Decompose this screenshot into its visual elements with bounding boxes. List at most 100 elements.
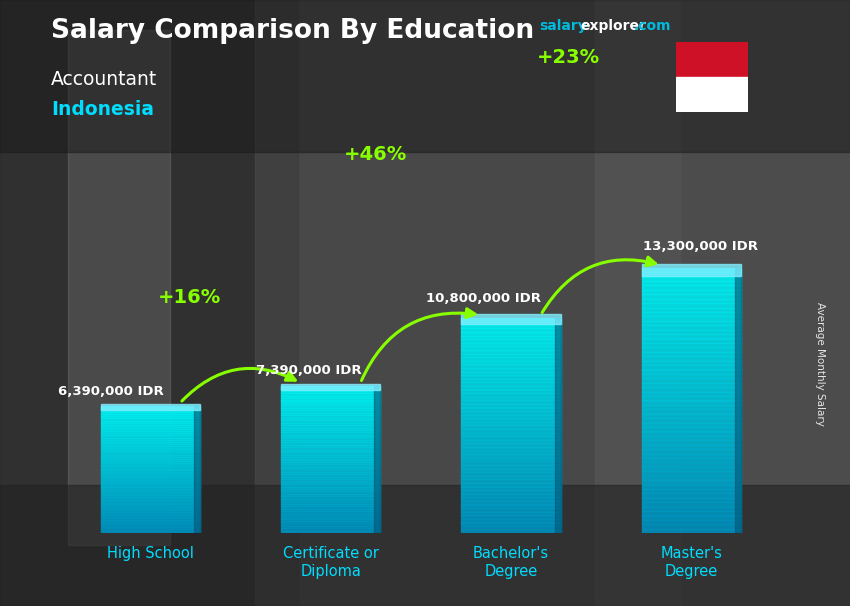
Bar (100, 480, 200, 482)
Bar (100, 457, 200, 459)
Bar (100, 495, 200, 497)
Bar (462, 454, 560, 458)
Bar (642, 511, 741, 516)
Bar (100, 446, 200, 448)
Bar (642, 418, 741, 422)
Bar (735, 268, 741, 533)
Bar (462, 501, 560, 505)
Bar (462, 379, 560, 382)
Bar (281, 477, 380, 479)
Bar (100, 459, 200, 461)
Bar (462, 490, 560, 494)
Bar (281, 388, 380, 391)
Bar (462, 444, 560, 447)
Bar (100, 418, 200, 421)
Bar (100, 476, 200, 478)
Bar (462, 526, 560, 530)
Text: +23%: +23% (537, 48, 600, 67)
Bar (462, 440, 560, 444)
Bar (462, 411, 560, 415)
Bar (100, 531, 200, 533)
Bar (281, 391, 380, 393)
Bar (642, 480, 741, 485)
Bar (100, 518, 200, 521)
Bar (281, 425, 380, 428)
Bar (281, 427, 380, 430)
Bar (642, 516, 741, 520)
Bar (100, 453, 200, 454)
Bar (642, 529, 741, 533)
Bar (462, 451, 560, 454)
Bar (642, 462, 741, 467)
Bar (281, 415, 380, 418)
Bar (281, 524, 380, 526)
Bar (281, 487, 380, 489)
Bar (281, 396, 380, 398)
Bar (100, 454, 200, 457)
Bar (642, 339, 741, 343)
Bar (462, 436, 560, 440)
Bar (642, 387, 741, 391)
Bar (281, 491, 380, 494)
Bar (281, 445, 380, 447)
Bar (642, 493, 741, 498)
Bar (0, 0, 298, 606)
Bar (462, 407, 560, 411)
Bar (642, 374, 741, 378)
Bar (642, 365, 741, 370)
Bar (100, 470, 200, 471)
Bar (281, 398, 380, 401)
Bar (642, 502, 741, 507)
Bar (642, 290, 741, 295)
Bar (462, 390, 560, 393)
Bar (281, 435, 380, 438)
Bar (462, 447, 560, 451)
Text: Indonesia: Indonesia (51, 100, 154, 119)
Bar (281, 516, 380, 519)
Bar (642, 285, 741, 290)
Bar (100, 425, 200, 427)
Bar (676, 78, 748, 112)
Bar (642, 409, 741, 414)
Bar (462, 508, 560, 511)
Bar (462, 332, 560, 336)
Bar (281, 469, 380, 472)
Bar (281, 482, 380, 484)
Bar (462, 498, 560, 501)
Bar (281, 418, 380, 420)
Bar (462, 461, 560, 465)
Bar (281, 531, 380, 533)
Bar (462, 339, 560, 343)
Text: 7,390,000 IDR: 7,390,000 IDR (256, 364, 362, 377)
Bar (100, 505, 200, 508)
Bar (281, 462, 380, 464)
Bar (100, 525, 200, 527)
Bar (281, 393, 380, 396)
Bar (100, 427, 200, 429)
Bar (462, 468, 560, 472)
Bar (100, 474, 200, 476)
Bar (462, 371, 560, 375)
Bar (100, 461, 200, 463)
Bar (100, 467, 200, 470)
Bar (281, 471, 380, 474)
Bar (100, 484, 200, 487)
Bar (100, 404, 200, 410)
Text: +46%: +46% (344, 145, 407, 164)
Bar (100, 414, 200, 416)
Bar (462, 522, 560, 526)
Bar (281, 457, 380, 459)
Bar (642, 441, 741, 445)
Text: 13,300,000 IDR: 13,300,000 IDR (643, 240, 758, 253)
Bar (462, 375, 560, 379)
Bar (100, 508, 200, 510)
Bar (642, 303, 741, 308)
Bar (462, 494, 560, 498)
Bar (642, 370, 741, 374)
Bar (100, 510, 200, 512)
Bar (642, 427, 741, 431)
Bar (462, 433, 560, 436)
Bar (642, 467, 741, 471)
Bar (100, 522, 200, 525)
Bar (642, 471, 741, 476)
